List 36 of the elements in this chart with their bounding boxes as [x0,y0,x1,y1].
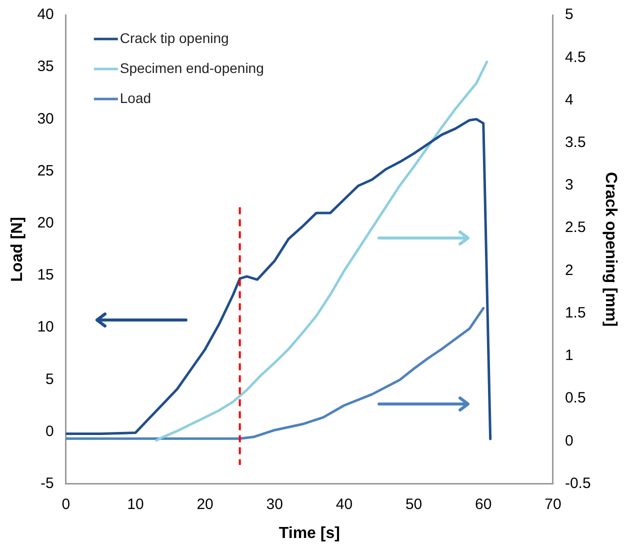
y2-tick-label: 3 [564,176,574,194]
x-tick-label: 0 [62,496,70,513]
y2-tick-label: 3.5 [564,134,586,151]
x-tick-label: 40 [336,496,353,513]
y2-tick-label: 0.5 [564,390,586,407]
y-tick-label: 25 [37,162,54,180]
y-tick-label: 10 [37,318,54,336]
y-tick-label: 35 [37,58,54,76]
y2-tick-label: 4 [564,91,574,108]
x-tick-label: 10 [127,496,144,513]
x-axis-title: Time [s] [278,524,340,542]
y-tick-label: 30 [37,110,54,128]
x-tick-label: 60 [475,496,492,513]
y2-tick-label: -0.5 [564,474,591,492]
y2-tick-label: 2.5 [564,219,586,236]
legend-label: Crack tip opening [120,30,229,46]
y2-axis-title: Crack opening [mm] [602,172,619,327]
y-tick-label: 0 [46,422,54,440]
legend-label: Specimen end-opening [120,60,264,76]
y2-tick-label: 1.5 [564,304,586,322]
x-tick-label: 50 [405,496,422,513]
y-tick-label: 5 [46,370,54,388]
y-tick-label: 15 [37,266,54,284]
y-tick-label: -5 [40,474,54,492]
y-axis-title: Load [N] [9,216,26,282]
y2-tick-label: 1 [564,347,574,364]
y2-tick-label: 2 [564,262,574,279]
x-tick-label: 20 [196,496,214,513]
y2-tick-label: 5 [564,6,574,24]
y-tick-label: 20 [37,214,54,232]
x-tick-label: 70 [544,496,562,513]
y-tick-label: 40 [37,6,54,24]
legend-label: Load [120,90,152,106]
y2-tick-label: 0 [564,432,574,450]
y2-tick-label: 4.5 [564,48,586,66]
x-tick-label: 30 [266,496,283,513]
